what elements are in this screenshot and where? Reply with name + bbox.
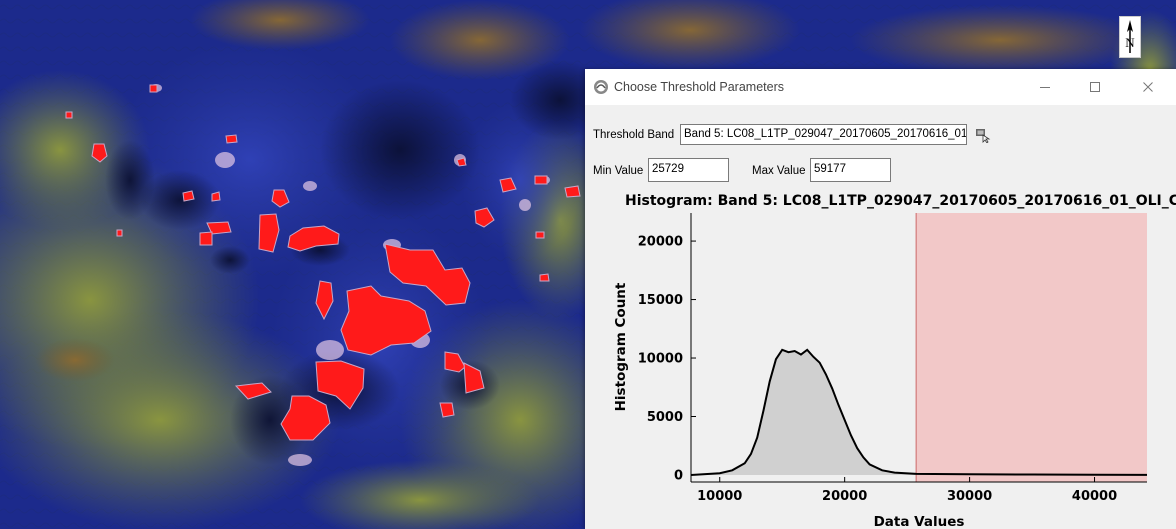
min-value-label: Min Value (593, 165, 644, 177)
threshold-region (916, 213, 1147, 482)
close-button[interactable] (1125, 69, 1171, 105)
histogram-line (691, 348, 1147, 476)
y-tick-label: 0 (674, 468, 683, 483)
app-icon (594, 80, 608, 94)
north-arrow: N (1119, 16, 1141, 58)
band-select-icon[interactable] (975, 127, 991, 143)
x-tick-label: 40000 (1072, 489, 1117, 504)
minimize-button[interactable] (1022, 69, 1068, 105)
threshold-band-field[interactable]: Band 5: LC08_L1TP_029047_20170605_201706… (680, 124, 967, 145)
y-tick-label: 10000 (638, 352, 683, 367)
x-tick-label: 20000 (822, 489, 867, 504)
histogram-area (691, 349, 917, 475)
north-label: N (1125, 35, 1135, 50)
histogram-chart[interactable]: Histogram: Band 5: LC08_L1TP_029047_2017… (585, 187, 1176, 529)
min-value-field[interactable]: 25729 (648, 158, 729, 182)
north-arrow-icon (1127, 20, 1133, 32)
burn-area-highlights (65, 84, 581, 441)
chart-title: Histogram: Band 5: LC08_L1TP_029047_2017… (625, 193, 1176, 209)
dialog-title: Choose Threshold Parameters (614, 80, 784, 94)
max-value-field[interactable]: 59177 (810, 158, 891, 182)
x-tick-label: 10000 (697, 489, 742, 504)
threshold-band-label: Threshold Band (593, 129, 675, 141)
maximize-button[interactable] (1072, 69, 1118, 105)
y-tick-label: 15000 (638, 293, 683, 308)
y-axis-label: Histogram Count (613, 282, 629, 411)
close-icon (1143, 82, 1153, 92)
maximize-icon (1090, 82, 1100, 92)
x-axis-label: Data Values (874, 514, 965, 529)
smoke-highlights (150, 84, 550, 466)
y-tick-label: 20000 (638, 235, 683, 250)
max-value-label: Max Value (752, 165, 806, 177)
threshold-dialog: Choose Threshold Parameters Threshold Ba… (585, 69, 1176, 529)
minimize-icon (1040, 87, 1050, 88)
title-bar[interactable]: Choose Threshold Parameters (585, 69, 1176, 105)
x-tick-label: 30000 (947, 489, 992, 504)
y-tick-label: 5000 (647, 410, 683, 425)
